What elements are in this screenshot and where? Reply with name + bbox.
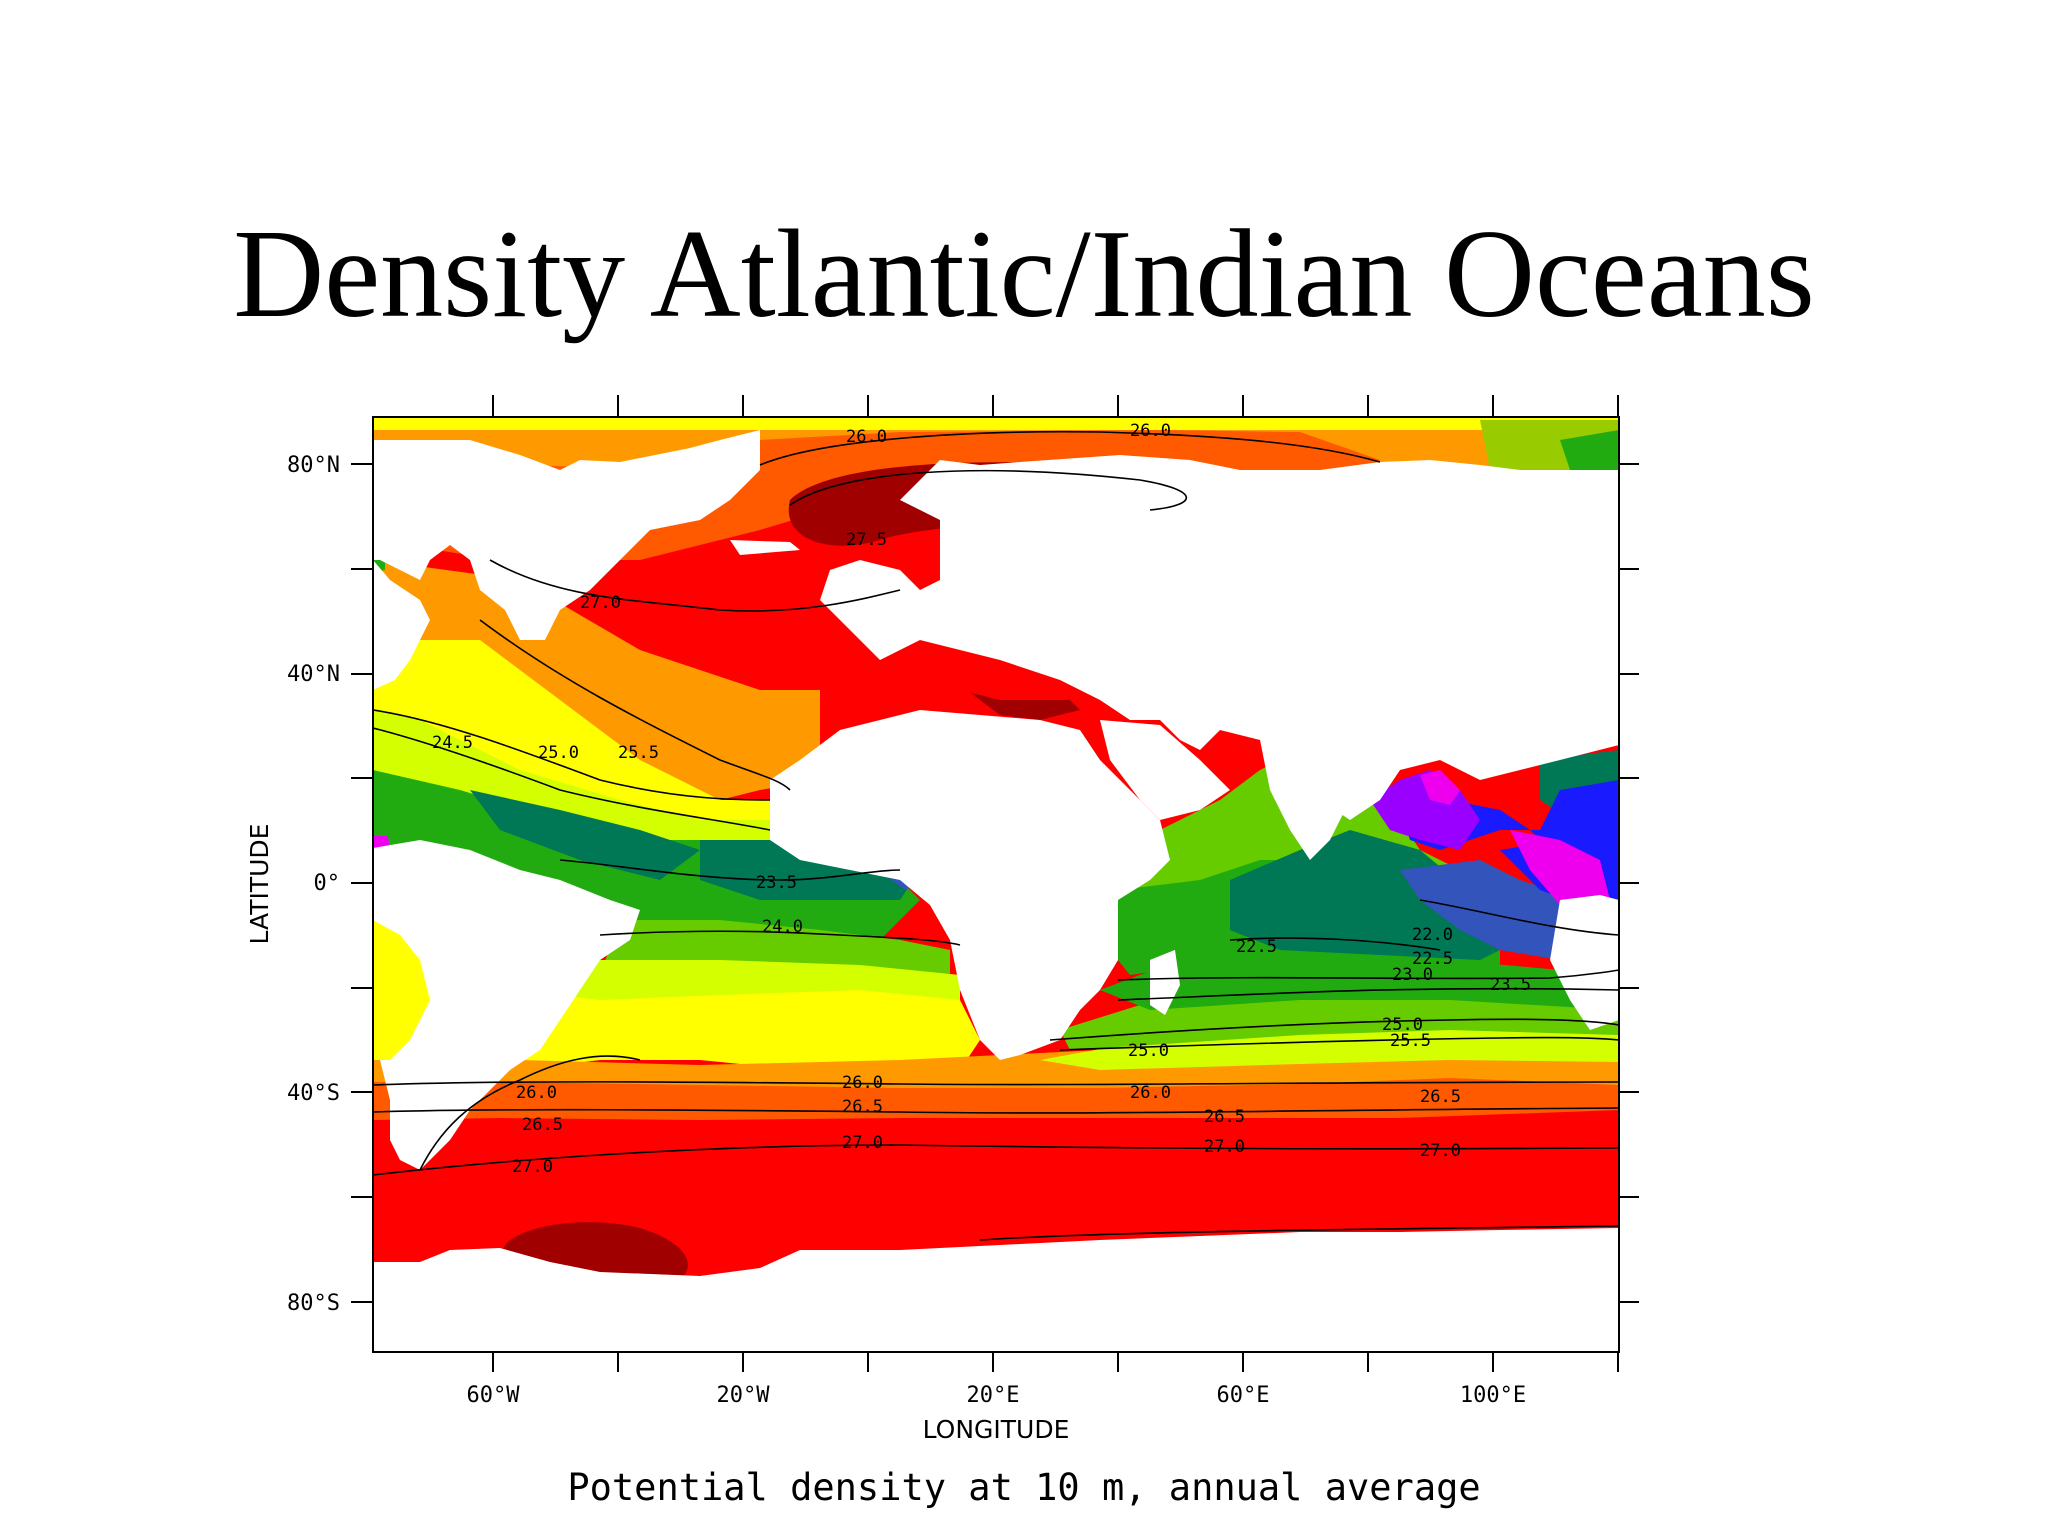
contour-label: 22.5 bbox=[1236, 937, 1277, 957]
contour-24-0 bbox=[599, 930, 961, 946]
contour-22-5-indian bbox=[1229, 937, 1441, 951]
eurasia bbox=[820, 455, 1619, 820]
med-red bbox=[875, 650, 1090, 700]
contour-26-5-south bbox=[373, 1107, 1619, 1114]
x-tick-label: 60°W bbox=[467, 1383, 521, 1408]
slide-title: Density Atlantic/Indian Oceans bbox=[233, 205, 1815, 344]
contour-label: 26.5 bbox=[522, 1115, 563, 1135]
contour-label: 26.0 bbox=[1130, 421, 1171, 441]
contour-24-5 bbox=[373, 727, 771, 831]
contour-label: 26.5 bbox=[1420, 1087, 1461, 1107]
y-tick-label: 40°N bbox=[287, 662, 340, 687]
contour-label: 26.5 bbox=[1204, 1107, 1245, 1127]
contour-label: 26.5 bbox=[842, 1097, 883, 1117]
y-axis-label: LATITUDE bbox=[245, 824, 274, 945]
plot-frame bbox=[372, 416, 1620, 1353]
contour-label: 26.0 bbox=[516, 1083, 557, 1103]
y-tick-label: 80°N bbox=[287, 453, 340, 478]
indonesia-magenta bbox=[1420, 770, 1460, 805]
contour-label: 25.0 bbox=[538, 743, 579, 763]
contour-23-5-indian bbox=[1117, 987, 1619, 1001]
x-tick-label: 20°E bbox=[967, 1383, 1020, 1408]
antarctica bbox=[373, 1228, 1619, 1352]
contour-label: 27.0 bbox=[1420, 1141, 1461, 1161]
contour-25-0 bbox=[373, 709, 771, 801]
contour-label: 25.0 bbox=[1382, 1015, 1423, 1035]
contour-label: 26.0 bbox=[842, 1073, 883, 1093]
contour-label: 23.5 bbox=[1490, 975, 1531, 995]
x-tick-label: 100°E bbox=[1460, 1383, 1526, 1408]
contour-lines bbox=[373, 430, 1619, 1241]
figure-caption: Potential density at 10 m, annual averag… bbox=[567, 1466, 1481, 1509]
contour-label: 25.0 bbox=[1128, 1041, 1169, 1061]
contour-27-0-south bbox=[373, 1144, 1619, 1176]
north-america-east bbox=[373, 560, 430, 690]
contour-label: 22.0 bbox=[1412, 925, 1453, 945]
indonesia-magenta2 bbox=[1510, 830, 1610, 905]
contour-label: 25.5 bbox=[1390, 1031, 1431, 1051]
contour-label: 26.0 bbox=[846, 427, 887, 447]
south-america bbox=[373, 840, 640, 1170]
contour-label: 24.5 bbox=[432, 733, 473, 753]
africa bbox=[770, 710, 1170, 1060]
north-america bbox=[373, 430, 760, 640]
contour-25-5 bbox=[479, 619, 791, 791]
contour-label: 22.5 bbox=[1412, 949, 1453, 969]
x-tick-label: 20°W bbox=[717, 1383, 771, 1408]
greenland-gap bbox=[730, 540, 800, 555]
north-atlantic-yellow bbox=[373, 640, 770, 860]
india bbox=[1260, 740, 1350, 860]
north-atlantic-orange bbox=[373, 560, 820, 800]
x-tick-label: 60°E bbox=[1217, 1383, 1270, 1408]
eq-atlantic-darkgreen bbox=[470, 790, 700, 880]
arabia bbox=[1100, 720, 1230, 820]
contour-27-0-north bbox=[489, 559, 901, 612]
arctic-green-patch2 bbox=[1560, 430, 1619, 480]
contour-23-5 bbox=[559, 859, 901, 881]
contour-label: 23.0 bbox=[1392, 965, 1433, 985]
contour-label: 24.0 bbox=[762, 917, 803, 937]
map-field bbox=[373, 417, 1619, 1352]
contour-25-5-indian bbox=[1059, 1036, 1619, 1051]
contour-label: 27.0 bbox=[842, 1133, 883, 1153]
y-tick-label: 80°S bbox=[287, 1291, 340, 1316]
y-tick-label: 40°S bbox=[287, 1081, 340, 1106]
contour-label: 23.5 bbox=[756, 873, 797, 893]
contour-label: 27.0 bbox=[1204, 1137, 1245, 1157]
contour-26-0-south bbox=[373, 1081, 1619, 1086]
x-tick-labels: 60°W 20°W 20°E 60°E 100°E bbox=[467, 1383, 1527, 1408]
contour-26-0-north bbox=[759, 430, 1381, 466]
y-tick-labels: 80°N 40°N 0° 40°S 80°S bbox=[287, 453, 340, 1316]
y-tick-label: 0° bbox=[314, 871, 341, 896]
contour-label: 26.0 bbox=[1130, 1083, 1171, 1103]
equatorial-island bbox=[1150, 950, 1175, 990]
contour-25-0-indian bbox=[1049, 1018, 1619, 1041]
contour-label: 25.5 bbox=[618, 743, 659, 763]
indian-yellowgreen bbox=[1040, 1020, 1619, 1070]
contour-labels: 26.0 26.0 27.5 27.0 24.5 25.0 25.5 23.5 … bbox=[432, 421, 1531, 1177]
x-axis-label: LONGITUDE bbox=[923, 1415, 1070, 1444]
indian-darkgreen bbox=[1230, 830, 1520, 960]
contour-label: 27.5 bbox=[846, 530, 887, 550]
tick-marks bbox=[351, 395, 1639, 1372]
contour-27-5-north bbox=[789, 469, 1188, 511]
contour-coast-sa bbox=[419, 1055, 641, 1171]
indian-green bbox=[1100, 955, 1619, 1010]
contour-label: 27.0 bbox=[512, 1157, 553, 1177]
south-america-coast bbox=[373, 920, 430, 1060]
contour-label: 27.0 bbox=[580, 593, 621, 613]
contour-27-5-south bbox=[979, 1225, 1619, 1241]
contour-22-0 bbox=[1419, 899, 1619, 936]
contour-23-0 bbox=[1117, 969, 1619, 981]
